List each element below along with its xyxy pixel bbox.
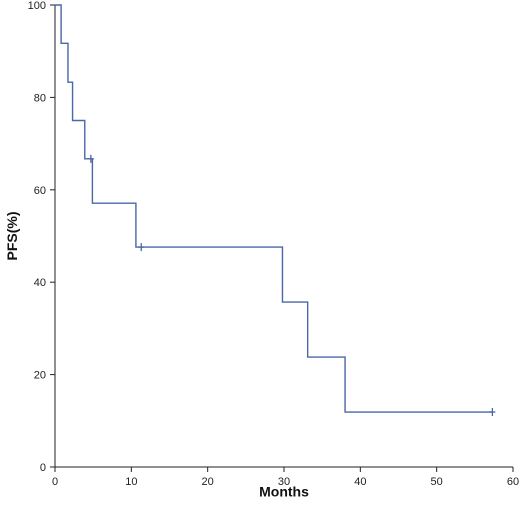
- ticks: 0 10 20 30 40 50 60 0 20 40 60 80 100: [28, 0, 519, 488]
- x-axis-title: Months: [259, 483, 309, 499]
- x-tick-label: 0: [52, 476, 58, 488]
- x-tick-label: 40: [354, 476, 366, 488]
- series-layer: [55, 4, 496, 417]
- x-tick-label: 30: [278, 476, 290, 488]
- y-tick-label: 60: [34, 185, 46, 197]
- y-axis-title: PFS(%): [4, 212, 20, 261]
- axes: [54, 5, 513, 468]
- y-tick-label: 100: [28, 0, 46, 12]
- x-tick-label: 20: [202, 476, 214, 488]
- x-tick-label: 10: [125, 476, 137, 488]
- km-survival-line: [55, 4, 493, 413]
- y-tick-label: 20: [34, 370, 46, 382]
- x-tick-label: 60: [507, 476, 519, 488]
- y-tick-label: 0: [40, 462, 46, 474]
- x-tick-label: 50: [431, 476, 443, 488]
- y-tick-label: 80: [34, 92, 46, 104]
- y-tick-label: 40: [34, 277, 46, 289]
